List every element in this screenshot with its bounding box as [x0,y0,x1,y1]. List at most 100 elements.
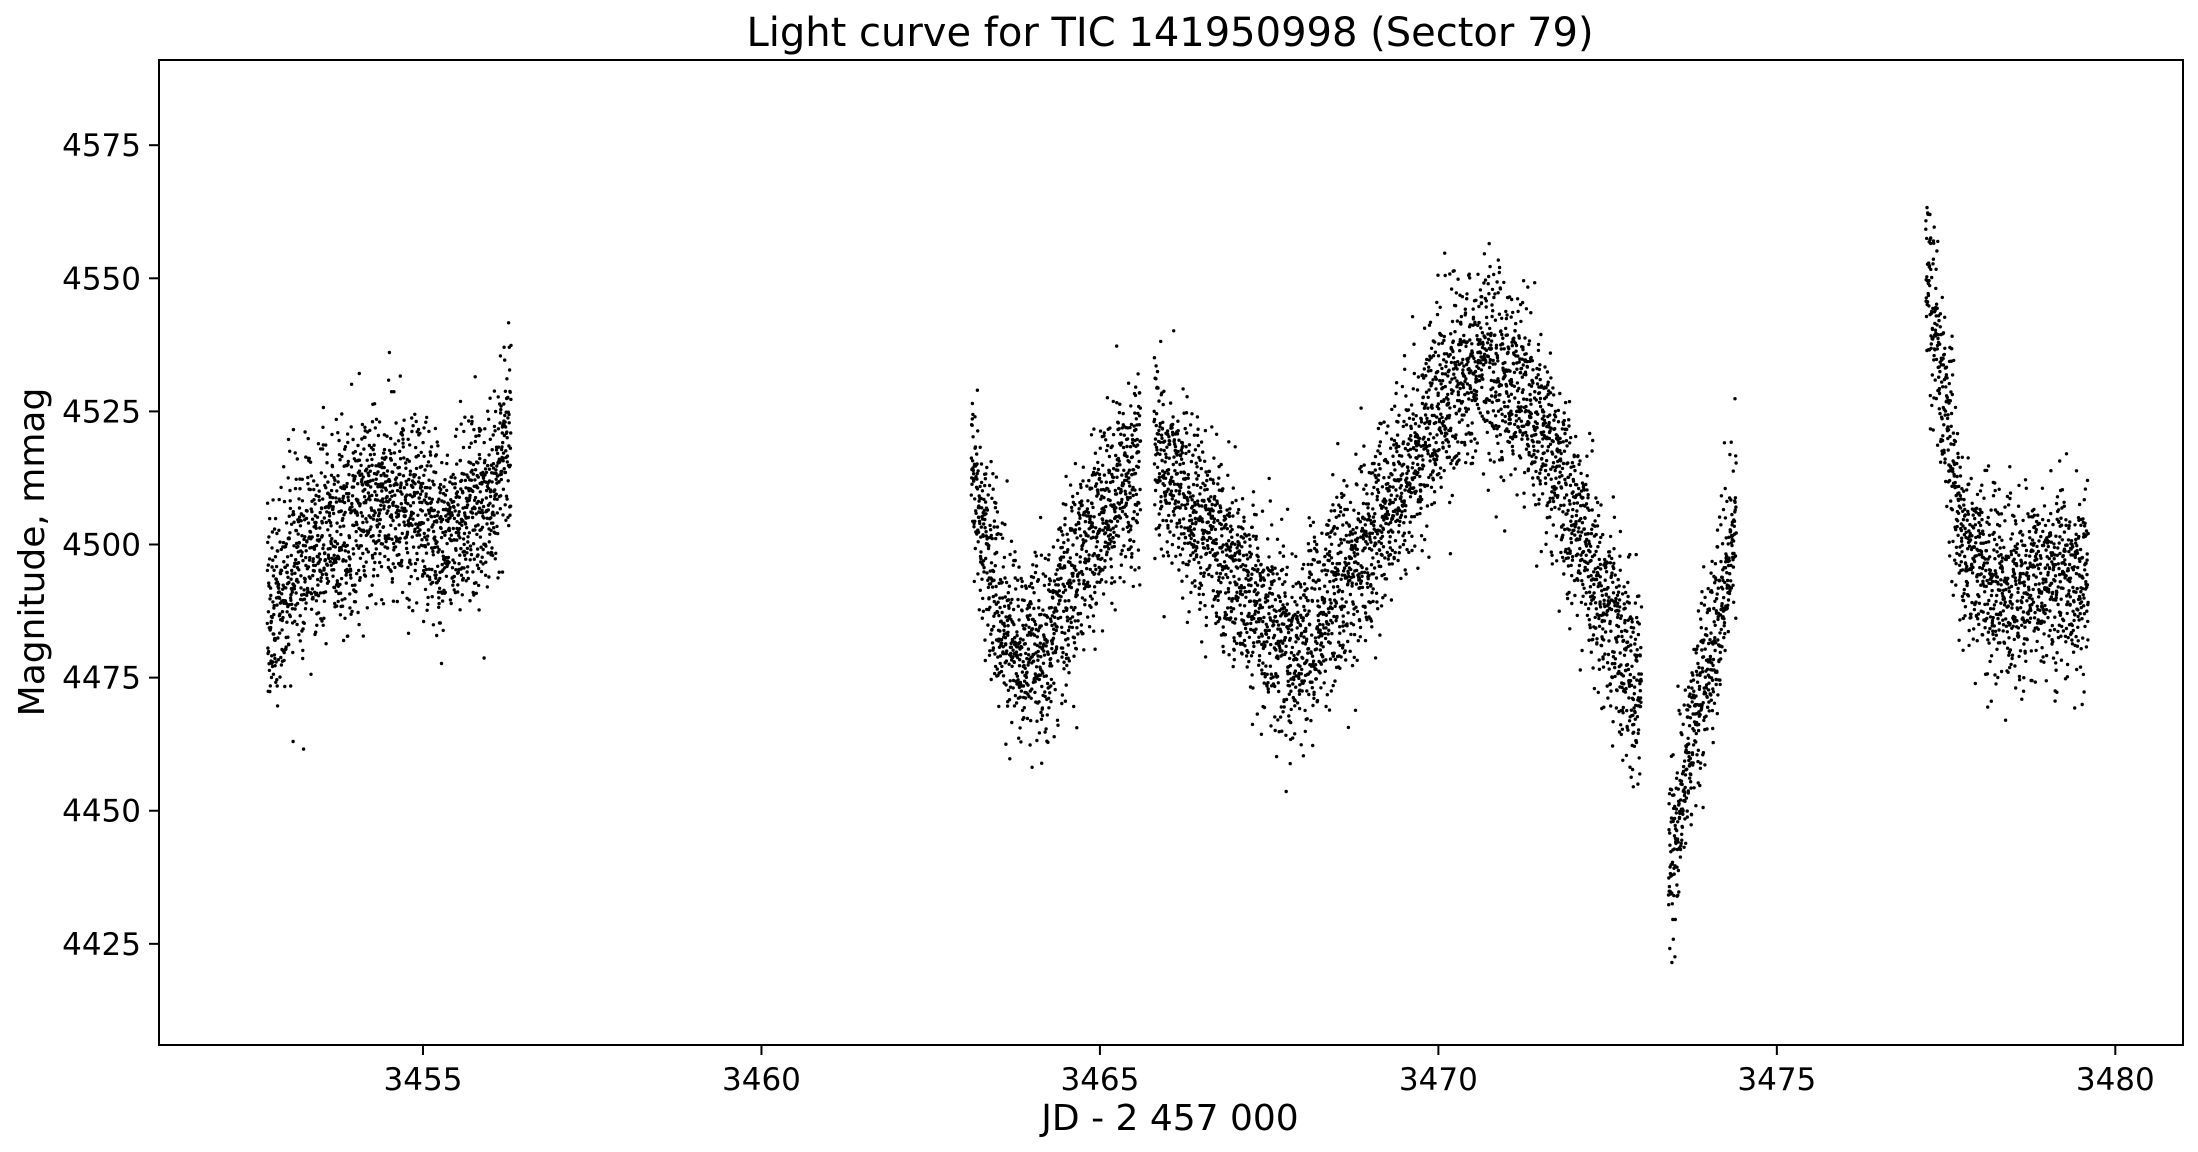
data-point [1379,604,1384,608]
data-point [402,418,406,422]
data-point [435,540,439,544]
data-point [1199,583,1204,587]
data-point [1030,687,1034,691]
data-point [1295,603,1299,607]
data-point [433,426,438,431]
data-point [1024,586,1029,590]
data-point [306,590,310,594]
data-point [1113,488,1118,493]
data-point [1185,431,1189,435]
data-point [1251,490,1256,494]
data-point [501,459,505,463]
data-point [1284,650,1288,655]
data-point [329,541,333,546]
data-point [375,498,380,502]
data-point [1208,563,1212,568]
data-point [430,567,434,572]
data-point [461,445,466,450]
data-point [1134,492,1139,497]
data-point [1157,472,1162,476]
data-point [338,613,343,617]
data-point [994,584,998,589]
data-point [1161,402,1165,407]
data-point [971,435,975,439]
data-point [1231,607,1236,611]
data-point [294,591,298,595]
data-point [986,546,991,551]
data-point [481,547,485,552]
data-point [382,507,386,511]
data-point [1079,534,1083,538]
data-point [1426,406,1430,410]
data-point [977,499,981,503]
data-point [1224,572,1228,577]
data-point [500,570,505,574]
data-point [1174,489,1178,493]
data-point [1044,644,1048,648]
data-point [1053,650,1058,655]
data-point [355,513,360,517]
data-point [1192,557,1196,562]
data-point [373,490,377,494]
data-point [278,540,282,544]
data-point [391,500,396,504]
data-point [473,478,477,482]
data-point [428,509,432,513]
data-point [1072,704,1076,709]
data-point [983,477,988,481]
data-point [1245,557,1250,561]
data-point [1042,635,1046,639]
data-point [1206,546,1210,551]
data-point [413,412,417,416]
data-point [1075,491,1080,496]
data-point [1381,505,1385,509]
data-point [1423,537,1427,542]
data-point [403,506,407,511]
data-point [493,557,497,561]
data-point [378,517,382,522]
data-point [1394,391,1398,396]
data-point [972,477,976,482]
data-point [1400,454,1404,458]
data-point [377,538,381,543]
data-point [1408,447,1413,451]
data-point [415,551,419,556]
data-point [1240,652,1244,656]
data-point [1171,509,1176,514]
data-point [1254,627,1258,631]
data-point [1136,465,1141,469]
data-point [1373,454,1378,459]
data-point [1098,580,1102,584]
data-point [1125,514,1129,519]
data-point [318,557,322,562]
data-point [1173,469,1177,473]
data-point [1346,725,1351,730]
data-point [1259,732,1264,736]
data-point [356,482,360,486]
data-point [1388,446,1393,450]
data-point [431,479,435,483]
data-point [324,642,328,646]
data-point [1096,460,1100,465]
data-point [1075,593,1079,597]
data-point [305,539,309,543]
data-point [492,497,497,501]
data-point [1011,563,1015,567]
data-point [480,555,484,559]
data-point [474,512,478,516]
data-point [1244,654,1249,658]
data-point [1177,438,1181,442]
data-point [1116,421,1121,425]
data-point [1107,489,1111,493]
data-point [1348,592,1353,597]
data-point [997,613,1001,618]
data-point [424,567,429,572]
data-point [1041,608,1045,612]
data-point [1018,695,1022,699]
data-point [1252,567,1257,572]
data-point [1189,518,1194,522]
data-point [1302,593,1306,597]
data-point [271,672,276,676]
data-point [1441,419,1446,424]
data-point [1114,506,1118,510]
